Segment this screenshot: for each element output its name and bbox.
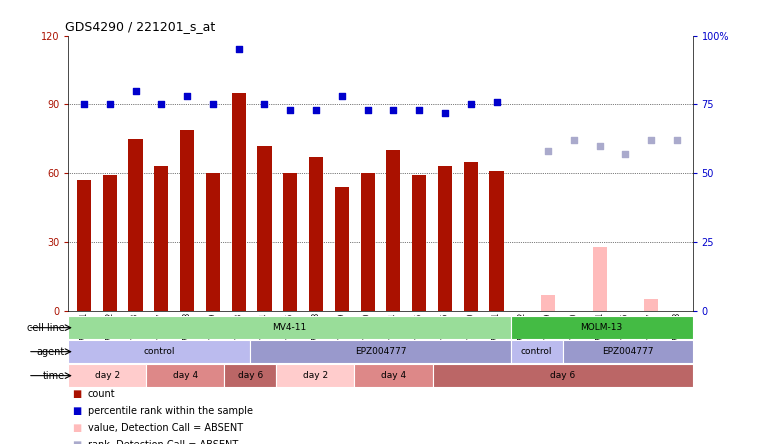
Point [129,87,142,94]
Bar [355,364,432,387]
Bar [224,364,276,387]
Point [103,101,116,108]
Point [568,137,580,144]
Bar [489,171,504,311]
Bar [257,146,272,311]
Point [181,92,193,99]
Bar [103,175,117,311]
Point [336,92,348,99]
Point [361,106,374,113]
Bar [335,187,349,311]
Bar [644,299,658,311]
Text: agent: agent [37,347,65,357]
Text: day 6: day 6 [550,371,575,380]
Text: GDS4290 / 221201_s_at: GDS4290 / 221201_s_at [65,20,215,33]
Bar [231,93,246,311]
Point [542,147,554,155]
Bar [463,162,478,311]
Text: ■: ■ [72,423,81,433]
Bar [511,340,562,363]
Text: ■: ■ [72,389,81,400]
Text: MOLM-13: MOLM-13 [581,323,622,332]
Bar [309,157,323,311]
Bar [250,340,511,363]
Text: percentile rank within the sample: percentile rank within the sample [88,406,253,416]
Bar [283,173,298,311]
Bar [68,364,146,387]
Bar [205,173,220,311]
Point [594,142,606,149]
Text: day 4: day 4 [381,371,406,380]
Bar [412,175,426,311]
Text: rank, Detection Call = ABSENT: rank, Detection Call = ABSENT [88,440,237,444]
Bar [154,166,168,311]
Point [259,101,271,108]
Text: value, Detection Call = ABSENT: value, Detection Call = ABSENT [88,423,243,433]
Point [619,151,632,158]
Bar [68,316,511,339]
Point [465,101,477,108]
Bar [387,150,400,311]
Bar [180,130,194,311]
Text: time: time [43,371,65,381]
Point [233,46,245,53]
Bar [562,340,693,363]
Point [207,101,219,108]
Bar [146,364,224,387]
Text: day 2: day 2 [95,371,120,380]
Text: day 6: day 6 [238,371,263,380]
Bar [77,180,91,311]
Point [490,98,502,105]
Text: count: count [88,389,115,400]
Bar [432,364,693,387]
Text: day 2: day 2 [303,371,328,380]
Text: EPZ004777: EPZ004777 [355,347,406,356]
Text: control: control [144,347,175,356]
Bar [438,166,452,311]
Point [284,106,296,113]
Point [439,109,451,116]
Bar [541,295,556,311]
Text: cell line: cell line [27,323,65,333]
Point [387,106,400,113]
Bar [276,364,355,387]
Text: day 4: day 4 [173,371,198,380]
Text: ■: ■ [72,406,81,416]
Point [671,137,683,144]
Text: control: control [521,347,552,356]
Text: EPZ004777: EPZ004777 [602,347,653,356]
Bar [593,246,607,311]
Point [645,137,658,144]
Point [78,101,90,108]
Bar [129,139,142,311]
Bar [68,340,250,363]
Point [310,106,322,113]
Text: MV4-11: MV4-11 [272,323,307,332]
Point [413,106,425,113]
Point [155,101,167,108]
Bar [361,173,374,311]
Bar [511,316,693,339]
Text: ■: ■ [72,440,81,444]
